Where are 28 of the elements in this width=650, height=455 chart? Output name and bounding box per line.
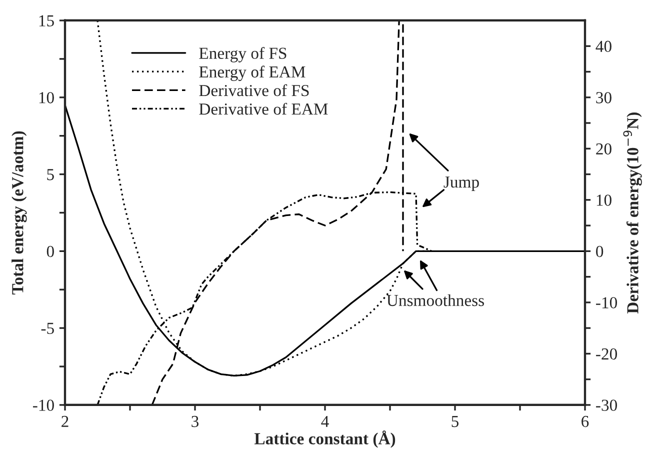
x-tick-label: 3 <box>192 416 199 428</box>
y2-tick-label: 30 <box>596 92 612 104</box>
legend-label: Derivative of EAM <box>199 102 328 115</box>
x-axis-title: Lattice constant (Å) <box>254 430 396 448</box>
x-tick-label: 6 <box>582 416 589 428</box>
x-tick-label: 5 <box>452 416 459 428</box>
y-tick-label: -10 <box>32 400 54 411</box>
x-tick-label: 2 <box>62 416 68 427</box>
y-tick-label: -5 <box>41 322 54 334</box>
legend-label: Energy of FS <box>199 47 286 62</box>
y2-tick-label: 40 <box>596 40 612 52</box>
y2-tick-label: -30 <box>596 400 617 411</box>
legend-label: Derivative of FS <box>199 84 309 96</box>
y-axis-title: Total energy (eV/aotm) <box>12 131 27 295</box>
y2-axis-title: Derivative of energy(10$^{−9}$N) <box>623 112 642 314</box>
annotation: Unsmoothness <box>386 294 484 306</box>
y2-tick-label: 10 <box>596 194 612 206</box>
y-tick-label: 0 <box>46 246 54 258</box>
y-tick-label: 5 <box>47 169 54 180</box>
y-tick-label: 10 <box>39 92 54 104</box>
annotation: Jump <box>444 176 479 192</box>
y-tick-label: 15 <box>39 15 54 26</box>
y2-tick-label: -10 <box>596 297 617 308</box>
y2-tick-label: -20 <box>596 348 617 360</box>
y2-tick-label: 20 <box>596 143 612 155</box>
x-tick-label: 4 <box>321 416 329 427</box>
y2-tick-label: 0 <box>596 246 604 258</box>
legend-label: Energy of EAM <box>199 66 306 82</box>
